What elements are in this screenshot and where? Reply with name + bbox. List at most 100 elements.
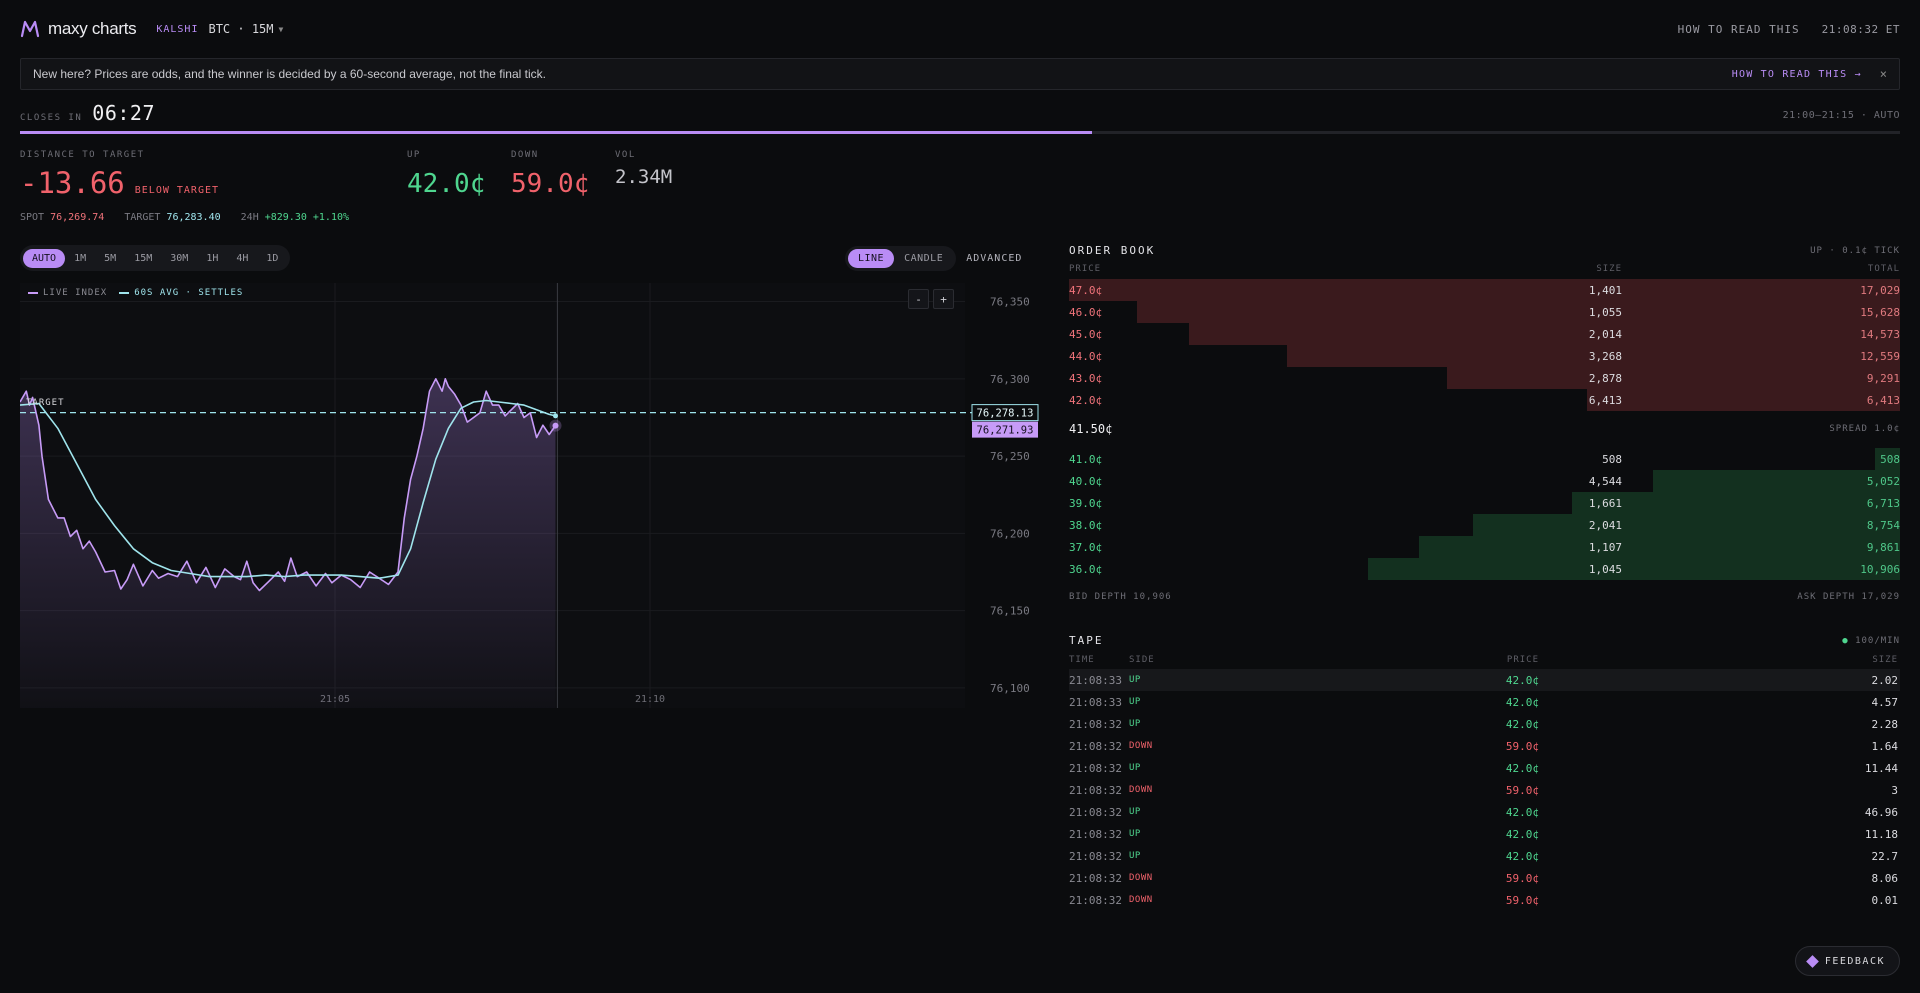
mid-row: 41.50¢ SPREAD 1.0¢: [1069, 411, 1900, 447]
advanced-button[interactable]: ADVANCED: [966, 252, 1023, 264]
legend-label: 60S AVG · SETTLES: [134, 288, 244, 298]
bid-row[interactable]: 36.0¢ 1,045 10,906: [1069, 558, 1900, 580]
legend-item-60s-avg: 60S AVG · SETTLES: [119, 288, 243, 298]
depth-bar: [1472, 514, 1900, 536]
tape-side: DOWN: [1129, 895, 1153, 905]
countdown-progress-bar: [20, 131, 1900, 134]
depth-bar: [1653, 470, 1900, 492]
tape-size: 46.96: [1864, 806, 1898, 819]
feedback-button[interactable]: FEEDBACK: [1794, 946, 1900, 976]
tape-price: 59.0¢: [1505, 894, 1539, 907]
change-value: +829.30 +1.10%: [264, 212, 350, 223]
how-to-read-link[interactable]: HOW TO READ THIS: [1677, 22, 1800, 36]
book-total: 17,029: [1860, 284, 1900, 297]
price-chart[interactable]: 76,35076,30076,25076,20076,15076,10021:0…: [19, 283, 1040, 708]
bid-row[interactable]: 37.0¢ 1,107 9,861: [1069, 536, 1900, 558]
depth-bar: [1188, 323, 1900, 345]
zoom-out-button[interactable]: -: [908, 289, 929, 309]
book-price: 47.0¢: [1069, 284, 1103, 297]
timeframe-auto[interactable]: AUTO: [23, 248, 66, 268]
tape-rate: ● 100/MIN: [1842, 636, 1900, 646]
book-price: 44.0¢: [1069, 350, 1103, 363]
tape-rows: 21:08:33 UP 42.0¢ 2.02 21:08:33 UP 42.0¢ 4.57 21…: [1069, 669, 1900, 911]
target-price-tag: 76,278.13: [971, 404, 1039, 422]
tape-side: DOWN: [1129, 873, 1153, 883]
target-price-tag-text: 76,278.13: [977, 408, 1034, 420]
tape-price: 59.0¢: [1505, 872, 1539, 885]
ask-row[interactable]: 42.0¢ 6,413 6,413: [1069, 389, 1900, 411]
zoom-in-button[interactable]: +: [933, 289, 954, 309]
col-size: SIZE: [1596, 264, 1622, 274]
book-size: 4,544: [1588, 475, 1622, 488]
bid-row[interactable]: 40.0¢ 4,544 5,052: [1069, 470, 1900, 492]
ask-row[interactable]: 45.0¢ 2,014 14,573: [1069, 323, 1900, 345]
tape-row: 21:08:32 UP 42.0¢ 22.7: [1069, 845, 1900, 867]
tape-time: 21:08:32: [1069, 828, 1122, 841]
depth-bar: [1418, 536, 1900, 558]
countdown: CLOSES IN 06:27: [20, 101, 155, 125]
tape-row: 21:08:32 DOWN 59.0¢ 1.64: [1069, 735, 1900, 757]
book-total: 8,754: [1866, 519, 1900, 532]
timeframe-1h[interactable]: 1H: [206, 252, 219, 264]
price-chart-svg[interactable]: 76,35076,30076,25076,20076,15076,10021:0…: [19, 283, 1040, 708]
tape-price: 42.0¢: [1505, 674, 1539, 687]
ask-row[interactable]: 46.0¢ 1,055 15,628: [1069, 301, 1900, 323]
timeframe-1d[interactable]: 1D: [266, 252, 279, 264]
book-total: 508: [1880, 453, 1900, 466]
tape-time: 21:08:32: [1069, 872, 1122, 885]
tape-time: 21:08:33: [1069, 696, 1122, 709]
zoom-controls: - +: [908, 289, 954, 309]
vol-stat: VOL 2.34M: [615, 150, 672, 188]
bid-row[interactable]: 41.0¢ 508 508: [1069, 448, 1900, 470]
change-label: 24H: [240, 212, 259, 223]
book-total: 12,559: [1860, 350, 1900, 363]
ask-depth: ASK DEPTH 17,029: [1797, 592, 1900, 602]
mode-line-button[interactable]: LINE: [848, 248, 895, 268]
target-label: TARGET: [26, 397, 65, 408]
bid-rows: 41.0¢ 508 508 40.0¢ 4,544 5,052 39.0¢ 1,661 6,71…: [1069, 448, 1900, 580]
tape-row: 21:08:32 UP 42.0¢ 46.96: [1069, 801, 1900, 823]
timeframe-4h[interactable]: 4H: [236, 252, 249, 264]
y-tick-label: 76,250: [990, 450, 1030, 463]
depth-bar: [1367, 558, 1900, 580]
timeframe-30m[interactable]: 30M: [170, 252, 189, 264]
timeframe-15m[interactable]: 15M: [134, 252, 153, 264]
timeframe-5m[interactable]: 5M: [104, 252, 117, 264]
book-total: 15,628: [1860, 306, 1900, 319]
bid-row[interactable]: 38.0¢ 2,041 8,754: [1069, 514, 1900, 536]
chevron-down-icon[interactable]: ▼: [278, 24, 284, 34]
avg-endpoint: [553, 413, 558, 419]
feedback-label: FEEDBACK: [1824, 955, 1885, 967]
target-value: 76,283.40: [166, 212, 221, 223]
live-index-line: [19, 378, 557, 592]
tape-size: 0.01: [1871, 894, 1899, 907]
tape-header: TIME SIDE PRICE SIZE: [1069, 655, 1900, 669]
close-icon[interactable]: ×: [1879, 67, 1887, 81]
maxy-logo-icon[interactable]: [20, 20, 40, 38]
book-size: 1,055: [1588, 306, 1622, 319]
live-index-area: [20, 378, 556, 708]
diamond-icon: [1805, 954, 1819, 968]
tape-side: UP: [1129, 807, 1141, 817]
market-selector[interactable]: BTC · 15M: [208, 22, 274, 36]
tape-size: 1.64: [1871, 740, 1899, 753]
y-tick-label: 76,150: [990, 605, 1030, 618]
legend-label: LIVE INDEX: [43, 288, 108, 298]
bid-row[interactable]: 39.0¢ 1,661 6,713: [1069, 492, 1900, 514]
book-price: 36.0¢: [1069, 563, 1103, 576]
ask-row[interactable]: 44.0¢ 3,268 12,559: [1069, 345, 1900, 367]
tape-time: 21:08:32: [1069, 740, 1122, 753]
mode-candle-button[interactable]: CANDLE: [904, 252, 944, 264]
ask-row[interactable]: 43.0¢ 2,878 9,291: [1069, 367, 1900, 389]
live-endpoint: [552, 422, 559, 429]
banner-how-to-read-link[interactable]: HOW TO READ THIS →: [1731, 68, 1862, 80]
y-tick-label: 76,200: [990, 527, 1030, 540]
last-price-tag: 76,271.93: [972, 421, 1038, 438]
ask-row[interactable]: 47.0¢ 1,401 17,029: [1069, 279, 1900, 301]
x-tick-label: 21:10: [635, 694, 665, 705]
tape-row: 21:08:32 UP 42.0¢ 2.28: [1069, 713, 1900, 735]
book-size: 1,401: [1588, 284, 1622, 297]
top-header: maxy charts KALSHI BTC · 15M ▼ HOW TO RE…: [20, 16, 1900, 42]
timeframe-1m[interactable]: 1M: [74, 252, 87, 264]
depth-bar: [1069, 279, 1900, 301]
